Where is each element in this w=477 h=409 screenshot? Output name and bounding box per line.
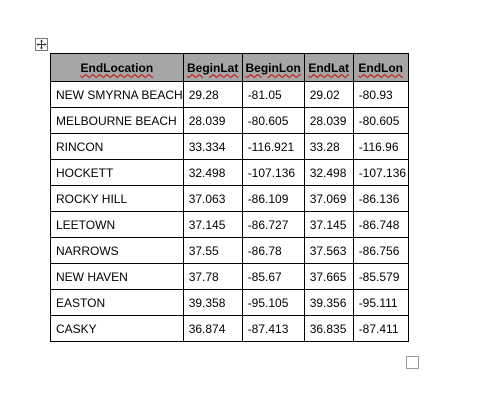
table-row: NARROWS 37.55 -86.78 37.563 -86.756 — [50, 237, 409, 264]
table-cell[interactable]: 39.356 — [303, 289, 354, 316]
table-cell[interactable]: -86.748 — [352, 211, 409, 238]
table-cell[interactable]: EASTON — [50, 289, 184, 316]
move-cross-arrows-icon — [36, 39, 47, 50]
table-row: RINCON 33.334 -116.921 33.28 -116.96 — [50, 133, 409, 160]
table-row: ROCKY HILL 37.063 -86.109 37.069 -86.136 — [50, 185, 409, 212]
table-cell[interactable]: -116.921 — [241, 133, 305, 160]
table-cell[interactable]: -116.96 — [352, 133, 409, 160]
table-header: EndLocation BeginLat BeginLon EndLat EndLon — [50, 53, 409, 82]
column-header-label: EndLon — [358, 60, 404, 75]
table-cell[interactable]: NEW HAVEN — [50, 263, 184, 290]
table-cell[interactable]: -87.411 — [352, 315, 409, 342]
table-row: MELBOURNE BEACH 28.039 -80.605 28.039 -80.60… — [50, 107, 409, 134]
table-cell[interactable]: CASKY — [50, 315, 184, 342]
data-table: EndLocation BeginLat BeginLon EndLat EndLon … — [50, 53, 409, 342]
column-header[interactable]: BeginLon — [241, 53, 305, 82]
table-cell[interactable]: 37.145 — [182, 211, 243, 238]
table-cell[interactable]: -86.136 — [352, 185, 409, 212]
table-cell[interactable]: 29.02 — [303, 81, 354, 108]
table-cell[interactable]: 33.334 — [182, 133, 243, 160]
table-cell[interactable]: 33.28 — [303, 133, 354, 160]
table-move-handle-icon[interactable] — [35, 38, 48, 51]
table-cell[interactable]: MELBOURNE BEACH — [50, 107, 184, 134]
table-cell[interactable]: 36.835 — [303, 315, 354, 342]
column-header[interactable]: BeginLat — [182, 53, 243, 82]
table-cell[interactable]: 37.145 — [303, 211, 354, 238]
table-row: LEETOWN 37.145 -86.727 37.145 -86.748 — [50, 211, 409, 238]
column-header-label: BeginLat — [187, 60, 239, 75]
table-cell[interactable]: 37.063 — [182, 185, 243, 212]
table-cell[interactable]: -86.756 — [352, 237, 409, 264]
table-cell[interactable]: -85.579 — [352, 263, 409, 290]
table-cell[interactable]: 28.039 — [303, 107, 354, 134]
table-cell[interactable]: 37.069 — [303, 185, 354, 212]
table-cell[interactable]: 32.498 — [182, 159, 243, 186]
table-row: NEW HAVEN 37.78 -85.67 37.665 -85.579 — [50, 263, 409, 290]
table-cell[interactable]: -85.67 — [241, 263, 305, 290]
table-cell[interactable]: -95.105 — [241, 289, 305, 316]
table-cell[interactable]: 37.665 — [303, 263, 354, 290]
table-cell[interactable]: -87.413 — [241, 315, 305, 342]
table-cell[interactable]: 37.563 — [303, 237, 354, 264]
table-cell[interactable]: 36.874 — [182, 315, 243, 342]
table-resize-handle-icon[interactable] — [406, 356, 419, 369]
table-row: NEW SMYRNA BEACH 29.28 -81.05 29.02 -80.93 — [50, 81, 409, 108]
column-header[interactable]: EndLat — [303, 53, 354, 82]
table-cell[interactable]: -80.605 — [241, 107, 305, 134]
column-header[interactable]: EndLon — [352, 53, 409, 82]
table-cell[interactable]: NARROWS — [50, 237, 184, 264]
table-cell[interactable]: -80.93 — [352, 81, 409, 108]
table-cell[interactable]: HOCKETT — [50, 159, 184, 186]
table-cell[interactable]: -81.05 — [241, 81, 305, 108]
table-body: NEW SMYRNA BEACH 29.28 -81.05 29.02 -80.93 ME… — [50, 81, 409, 342]
table-cell[interactable]: -86.727 — [241, 211, 305, 238]
column-header-label: EndLat — [308, 60, 350, 75]
table-cell[interactable]: -107.136 — [352, 159, 409, 186]
column-header-label: EndLocation — [80, 60, 154, 75]
table-cell[interactable]: NEW SMYRNA BEACH — [50, 81, 184, 108]
table-cell[interactable]: 37.55 — [182, 237, 243, 264]
table-cell[interactable]: -86.78 — [241, 237, 305, 264]
table-row: CASKY 36.874 -87.413 36.835 -87.411 — [50, 315, 409, 342]
table-cell[interactable]: LEETOWN — [50, 211, 184, 238]
table-row: EASTON 39.358 -95.105 39.356 -95.111 — [50, 289, 409, 316]
table-cell[interactable]: 39.358 — [182, 289, 243, 316]
table-cell[interactable]: 37.78 — [182, 263, 243, 290]
table-header-row: EndLocation BeginLat BeginLon EndLat EndLon — [50, 53, 409, 82]
table-cell[interactable]: -107.136 — [241, 159, 305, 186]
table-cell[interactable]: RINCON — [50, 133, 184, 160]
table-cell[interactable]: 32.498 — [303, 159, 354, 186]
column-header[interactable]: EndLocation — [50, 53, 184, 82]
table-cell[interactable]: 28.039 — [182, 107, 243, 134]
table-cell[interactable]: 29.28 — [182, 81, 243, 108]
column-header-label: BeginLon — [245, 60, 301, 75]
table-cell[interactable]: ROCKY HILL — [50, 185, 184, 212]
table-cell[interactable]: -86.109 — [241, 185, 305, 212]
table-cell[interactable]: -80.605 — [352, 107, 409, 134]
table-cell[interactable]: -95.111 — [352, 289, 409, 316]
table-row: HOCKETT 32.498 -107.136 32.498 -107.136 — [50, 159, 409, 186]
